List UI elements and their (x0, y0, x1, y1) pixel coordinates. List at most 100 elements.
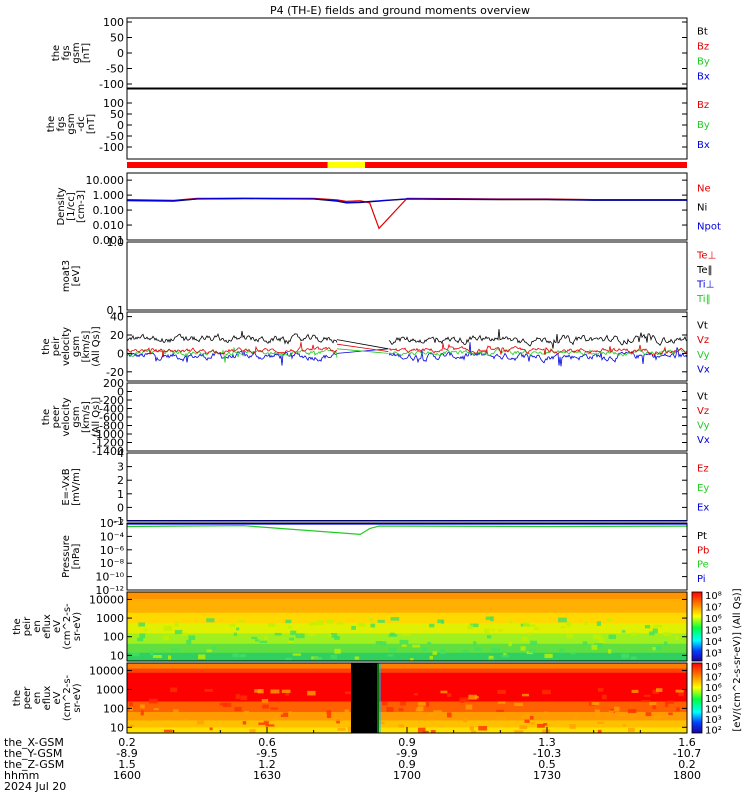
x-row-value: 0.9 (398, 736, 416, 749)
spectrogram-pixel (307, 633, 317, 637)
spectrogram-pixel (344, 691, 354, 695)
spectrogram-pixel (570, 652, 576, 655)
spectrogram-pixel (188, 635, 196, 641)
spectrogram-pixel (461, 649, 469, 653)
y-axis-label-line: [km/s] (81, 401, 92, 433)
spectrogram-pixel (537, 723, 545, 728)
spectrogram-pixel (280, 712, 289, 717)
y-axis-label-line: en (32, 620, 43, 633)
y-tick-label: 0.100 (93, 204, 125, 217)
series-Vy (127, 347, 687, 363)
spectrogram-pixel (244, 710, 250, 714)
spectrogram-band (127, 612, 687, 625)
spectrogram-pixel (501, 654, 510, 658)
panel-temperature: 1.0 0.1 moat3 [eV] Te⊥ Te‖ Ti⊥ Ti‖ (61, 236, 716, 317)
spectrogram-band (127, 712, 687, 722)
x-row-value: -10.7 (673, 747, 701, 760)
spectrogram-pixel (251, 636, 258, 640)
spectrogram-pixel (429, 655, 433, 660)
y-tick-label: 10⁻² (100, 517, 124, 530)
spectrogram-pixel (503, 653, 507, 656)
spectrogram-pixel (521, 636, 528, 642)
spectrogram-pixel (288, 711, 292, 716)
spectrogram-band (127, 720, 687, 729)
series-Vz-gap-line (336, 343, 389, 352)
y-axis-label-line: -dc (76, 116, 87, 131)
spectrogram-pixel (439, 649, 446, 655)
x-row-label: the_Z-GSM (4, 758, 64, 771)
spectrogram-pixel (328, 634, 332, 638)
spectrogram-pixel (413, 693, 418, 696)
spectrogram-pixel (524, 719, 530, 723)
y-axis-label-line: gsm (71, 406, 82, 427)
legend-Vz: Vz (697, 406, 709, 417)
y-tick-label: 1.000 (93, 189, 125, 202)
spectrogram-pixel (527, 624, 536, 627)
spectrogram-pixel (308, 621, 317, 626)
y-axis-label: the peer en eflux eV (cm^2-s-sr-eV) (12, 674, 83, 721)
spectrogram-pixel (389, 648, 397, 652)
y-axis-label-line: eV (52, 620, 63, 633)
y-tick-label: 0 (117, 386, 124, 399)
spectrogram-pixel (129, 700, 133, 706)
y-axis-label-line: [eV] (71, 266, 82, 287)
y-axis-label-line: [nPa] (71, 543, 82, 569)
spectrogram-pixel (375, 641, 382, 645)
mode-bar-segment (127, 162, 328, 168)
series-Vy-gap-line (336, 348, 389, 354)
spectrogram-pixel (527, 632, 532, 636)
y-tick-label: 0 (117, 501, 124, 514)
legend-Te⊥: Te⊥ (696, 250, 716, 261)
spectrogram-pixel (608, 710, 614, 714)
spectrogram-pixel (645, 712, 652, 717)
spectrogram-pixel (558, 617, 567, 623)
spectrogram-pixel (608, 634, 616, 640)
spectrogram-pixel (143, 628, 148, 632)
colorbar-tick-label: 10⁵ (705, 626, 722, 637)
legend-Pb: Pb (697, 545, 709, 556)
spectrogram-pixel (447, 693, 452, 697)
legend-Pe: Pe (697, 560, 709, 571)
spectrogram-pixel (474, 647, 482, 651)
spectrogram-pixel (630, 656, 637, 660)
legend-Vx: Vx (697, 365, 710, 376)
y-tick-label: 0 (117, 119, 124, 132)
y-axis-label-line: peer (22, 686, 33, 710)
colorbar-tick-label: 10⁵ (705, 694, 722, 705)
y-axis-label-line: eflux (42, 614, 53, 639)
panel-density: 10.000 1.000 0.100 0.010 0.001 Density [1/cc][… (56, 172, 721, 247)
spectrogram-pixel (330, 632, 338, 638)
spectrogram-pixel (665, 713, 670, 716)
legend-Bx: Bx (697, 72, 710, 83)
spectrogram-pixel (566, 622, 572, 627)
spectrogram-pixel (542, 729, 551, 733)
x-row-label: the_X-GSM (4, 736, 64, 749)
spectrogram-pixel (290, 630, 297, 636)
spectrogram-pixel (676, 707, 680, 712)
spectrogram-pixel (390, 632, 395, 636)
spectrogram-pixel (521, 713, 530, 719)
y-axis-label: the fgs gsm [nT] (51, 42, 92, 63)
spectrogram-pixel (183, 717, 188, 721)
spectrogram-pixel (149, 650, 154, 656)
x-row-value: 0.9 (398, 758, 416, 771)
spectrogram-pixel (326, 713, 332, 718)
spectrogram-pixel (529, 715, 534, 720)
spectrogram-pixel (334, 648, 341, 654)
spectrogram-pixel (347, 726, 351, 732)
spectrogram-pixel (429, 623, 435, 628)
spectrogram-pixel (140, 710, 144, 716)
legend-Vx: Vx (697, 435, 710, 446)
spectrogram-pixel (668, 712, 673, 716)
spectrogram-pixel (497, 689, 506, 694)
spectrogram-band (127, 623, 687, 635)
spectrogram-pixel (664, 701, 669, 707)
y-tick-label: 10 (110, 649, 124, 662)
spectrogram-pixel (685, 622, 687, 626)
y-axis-label: the peir velocity gsm [km/s] (All Qs)] (41, 326, 102, 366)
y-axis-label-line: [1/cc] (66, 192, 77, 221)
spectrogram-pixel (400, 701, 406, 706)
panel-frame (126, 311, 688, 382)
velocity-traces (127, 329, 687, 367)
